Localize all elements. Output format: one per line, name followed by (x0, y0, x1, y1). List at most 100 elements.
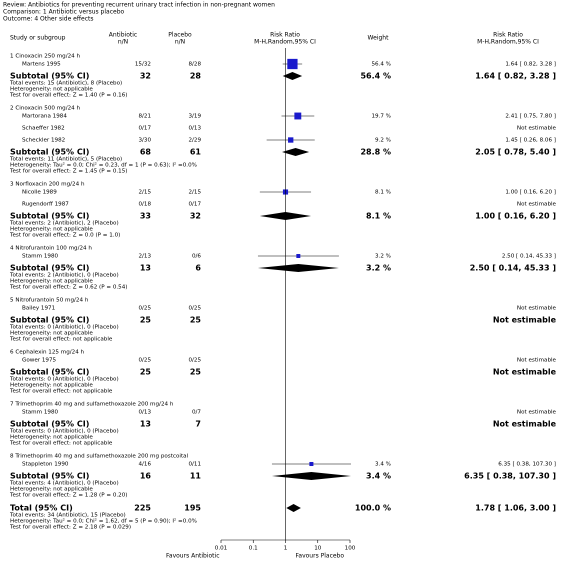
x-tick-label: 10 (314, 546, 322, 552)
placebo-count: 0/25 (188, 358, 201, 364)
summary-diamond (271, 472, 351, 480)
summary-note: Total events: 0 (Antibiotic), 0 (Placebo… (9, 325, 119, 331)
row-label: Subtotal (95% CI) (10, 368, 89, 377)
placebo-count: 3/19 (188, 114, 201, 120)
weight-label: 3.4 % (366, 472, 391, 481)
summary-diamond (282, 72, 303, 80)
summary-note: Heterogeneity: not applicable (10, 383, 93, 389)
summary-note: Heterogeneity: not applicable (10, 227, 93, 233)
antibiotic-count: 0/18 (138, 202, 151, 208)
column-header: Study or subgroup (10, 35, 66, 42)
summary-note: Heterogeneity: Tau² = 0.0; Chi² = 1.62, … (10, 518, 197, 525)
antibiotic-count: 25 (140, 316, 152, 325)
row-label: Subtotal (95% CI) (10, 148, 89, 157)
row-label: Subtotal (95% CI) (10, 264, 89, 273)
ci-label: Not estimable (517, 410, 557, 416)
ci-label: Not estimable (493, 368, 557, 377)
summary-note: Total events: 0 (Antibiotic), 0 (Placebo… (9, 429, 119, 435)
row-label: Bailey 1971 (22, 306, 56, 312)
placebo-count: 0/17 (188, 202, 201, 208)
summary-note: Test for overall effect: not applicable (9, 337, 113, 343)
study-square (296, 254, 301, 258)
summary-note: Test for overall effect: Z = 1.28 (P = 0… (9, 493, 127, 499)
placebo-count: 28 (190, 72, 202, 81)
row-label: Subtotal (95% CI) (10, 472, 89, 481)
summary-note: Total events: 4 (Antibiotic), 0 (Placebo… (9, 481, 119, 487)
summary-note: Total events: 11 (Antibiotic), 5 (Placeb… (9, 157, 122, 163)
column-header: Antibiotic (109, 32, 137, 39)
group-title: 1 Cinoxacin 250 mg/24 h (10, 54, 81, 60)
ci-label: 6.35 [ 0.38, 107.30 ] (498, 462, 556, 468)
summary-note: Total events: 0 (Antibiotic), 0 (Placebo… (9, 377, 119, 383)
placebo-count: 11 (190, 472, 202, 481)
ci-label: 1.45 [ 0.26, 8.06 ] (505, 138, 556, 144)
placebo-count: 25 (190, 316, 202, 325)
study-square (309, 461, 314, 467)
column-header: Placebo (168, 32, 192, 39)
group-title: 5 Nitrofurantoin 50 mg/24 h (10, 298, 89, 304)
weight-label: 3.4 % (375, 462, 391, 468)
ci-label: 1.64 [ 0.82, 3.28 ] (505, 62, 556, 68)
x-tick-label: 0.1 (249, 546, 258, 552)
antibiotic-count: 0/25 (138, 306, 151, 312)
antibiotic-count: 0/13 (138, 410, 151, 416)
weight-label: 8.1 % (375, 190, 391, 196)
study-square (294, 112, 302, 120)
row-label: Stamm 1980 (22, 254, 59, 260)
row-label: Total (95% CI) (10, 504, 73, 513)
row-label: Rugendorff 1987 (22, 202, 69, 208)
group-title: 6 Cephalexin 125 mg/24 h (10, 350, 85, 356)
placebo-count: 0/25 (188, 306, 201, 312)
column-header: Weight (368, 35, 390, 42)
ci-label: 2.05 [ 0.78, 5.40 ] (475, 148, 556, 157)
antibiotic-count: 4/16 (138, 462, 151, 468)
weight-label: 100.0 % (355, 504, 391, 513)
antibiotic-count: 68 (140, 148, 152, 157)
ci-label: 2.50 [ 0.14, 45.33 ] (470, 264, 556, 273)
placebo-count: 2/29 (188, 138, 201, 144)
placebo-count: 6 (195, 264, 201, 273)
column-header: n/N (175, 39, 185, 46)
summary-note: Heterogeneity: Tau² = 0.0; Chi² = 0.23, … (10, 162, 197, 169)
row-label: Martorana 1984 (22, 114, 67, 120)
left-favours-label: Favours Antibiotic (166, 553, 220, 560)
ci-label: 2.50 [ 0.14, 45.33 ] (502, 254, 556, 260)
summary-note: Test for overall effect: not applicable (9, 441, 113, 447)
summary-note: Heterogeneity: not applicable (10, 435, 93, 441)
row-label: Subtotal (95% CI) (10, 72, 89, 81)
row-label: Stamm 1980 (22, 410, 59, 416)
summary-note: Test for overall effect: Z = 1.45 (P = 0… (9, 169, 127, 175)
outcome-line: Outcome: 4 Other side effects (3, 16, 93, 23)
summary-note: Total events: 2 (Antibiotic), 0 (Placebo… (9, 273, 119, 279)
x-tick-label: 0.01 (215, 546, 228, 552)
ci-label: Not estimable (517, 358, 557, 364)
weight-label: 19.7 % (371, 114, 391, 120)
study-square (287, 58, 298, 70)
ci-label: Not estimable (517, 306, 557, 312)
summary-note: Test for overall effect: Z = 0.62 (P = 0… (9, 285, 127, 291)
study-square (288, 137, 294, 143)
summary-diamond (282, 148, 310, 156)
summary-diamond (257, 264, 339, 272)
column-header: M-H,Random,95% CI (254, 39, 316, 46)
review-line: Review: Antibiotics for preventing recur… (3, 2, 275, 9)
antibiotic-count: 33 (140, 212, 151, 221)
placebo-count: 32 (190, 212, 201, 221)
antibiotic-count: 13 (140, 420, 151, 429)
placebo-count: 0/6 (192, 254, 201, 260)
placebo-count: 8/28 (188, 62, 201, 68)
right-favours-label: Favours Placebo (296, 553, 345, 560)
column-header: Risk Ratio (493, 32, 523, 39)
column-header: n/N (118, 39, 128, 46)
row-label: Scheckler 1982 (22, 138, 65, 144)
row-label: Subtotal (95% CI) (10, 212, 89, 221)
summary-note: Total events: 2 (Antibiotic), 2 (Placebo… (9, 221, 119, 227)
weight-label: 56.4 % (371, 62, 391, 68)
placebo-count: 61 (190, 148, 202, 157)
ci-label: Not estimable (493, 316, 557, 325)
antibiotic-count: 32 (140, 72, 151, 81)
placebo-count: 0/7 (192, 410, 201, 416)
placebo-count: 2/15 (188, 190, 201, 196)
ci-label: Not estimable (493, 420, 557, 429)
summary-note: Test for overall effect: not applicable (9, 389, 113, 395)
